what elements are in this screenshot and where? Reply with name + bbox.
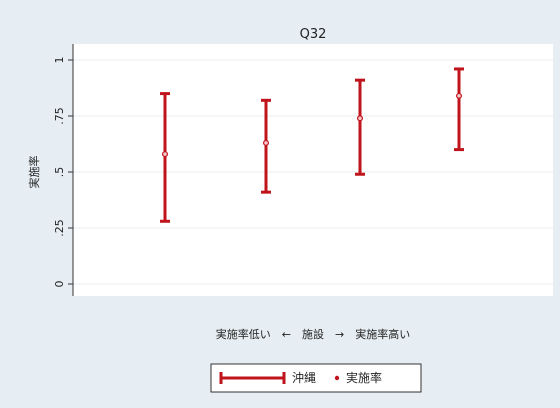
y-tick-label-1: .25 xyxy=(53,219,66,237)
y-tick-label-0: 0 xyxy=(53,281,66,288)
estimate-point-2 xyxy=(263,139,270,146)
chart-title: Q32 xyxy=(300,27,327,42)
grid-layer xyxy=(73,59,553,285)
plot-area xyxy=(73,44,553,296)
estimate-point-3 xyxy=(357,115,364,122)
x-axis-label: 実施率低い ← 施設 → 実施率高い xyxy=(216,327,410,341)
y-tick-label-2: .5 xyxy=(53,167,66,178)
legend: 沖縄 実施率 xyxy=(210,363,422,393)
y-tick-label-3: .75 xyxy=(53,107,66,125)
legend-label-series: 沖縄 xyxy=(292,370,316,385)
error-bar-4 xyxy=(454,67,464,152)
legend-label-point: 実施率 xyxy=(346,370,382,385)
error-bar-3 xyxy=(355,78,365,176)
legend-dot-symbol xyxy=(334,375,340,381)
estimate-point-4 xyxy=(456,92,463,99)
error-bar-1 xyxy=(160,92,170,223)
legend-range-bar-symbol xyxy=(219,372,286,384)
y-tick-label-4: 1 xyxy=(53,57,66,64)
y-axis-label: 実施率 xyxy=(27,156,41,189)
error-bar-2 xyxy=(261,98,271,194)
y-tick-layer: 0 .25 .5 .75 1 xyxy=(53,57,73,288)
estimate-point-1 xyxy=(162,151,169,158)
series-layer xyxy=(160,67,464,223)
